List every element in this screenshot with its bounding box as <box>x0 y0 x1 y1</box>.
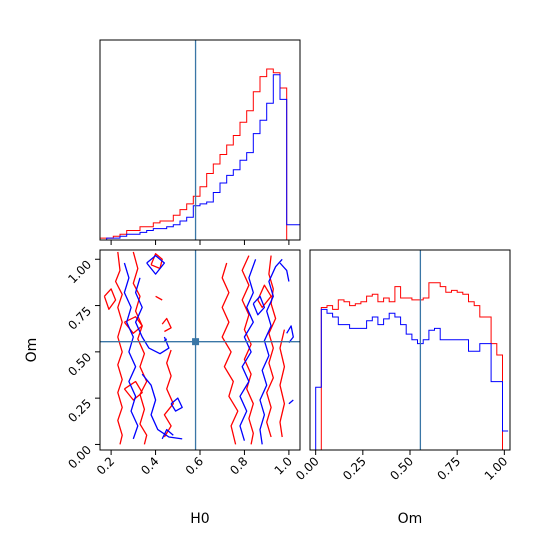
h0-hist-frame <box>99 39 301 241</box>
om-x-tick-label-0: 0.00 <box>293 454 322 483</box>
contour-series-1-path-3 <box>146 254 166 275</box>
contour-series-1-path-5 <box>161 428 174 440</box>
contour-series-0-path-11 <box>266 255 277 438</box>
contour-series-1-path-7 <box>239 259 257 441</box>
h0-x-tick-label-1: 0.4 <box>138 454 161 477</box>
contour-series-0-path-13 <box>257 284 272 309</box>
panel-hist-om: 0.00 0.25 0.50 0.75 1.00 Om <box>293 249 511 527</box>
h0-hist-series-0 <box>99 68 300 241</box>
contour-series-1-path-10 <box>286 325 294 344</box>
contour-series-1-path-8 <box>259 258 283 445</box>
h0-x-tick-label-3: 0.8 <box>227 454 250 477</box>
contour-series-0-path-0 <box>114 251 123 445</box>
contour-series-1-path-0 <box>123 262 139 440</box>
om-x-tick-label-3: 0.75 <box>434 454 463 483</box>
om-hist-series-0 <box>315 282 509 451</box>
contour-series-1-path-9 <box>279 262 290 282</box>
contour-series-1-path-12 <box>252 295 266 316</box>
contour-lines <box>103 251 294 445</box>
contour-series-1-path-2 <box>141 373 183 440</box>
om-y-tick-label-4: 1.00 <box>65 257 94 286</box>
h0-x-tick-label-2: 0.6 <box>183 454 206 477</box>
h0-hist-series-1 <box>100 74 300 241</box>
om-x-axis-label: Om <box>398 511 423 527</box>
om-x-tick-label-4: 1.00 <box>482 454 511 483</box>
om-y-axis-label: Om <box>24 338 40 363</box>
om-y-tick-label-3: 0.75 <box>65 304 94 333</box>
om-x-tick-label-1: 0.25 <box>340 454 369 483</box>
contour-series-0-path-9 <box>221 262 239 445</box>
om-y-tick-label-2: 0.50 <box>65 350 94 379</box>
contour-series-0-path-8 <box>155 295 163 301</box>
panel-hist-h0 <box>99 39 301 245</box>
contour-series-1-path-4 <box>170 397 183 412</box>
contour-series-0-path-10 <box>241 255 254 445</box>
contour-series-1-path-1 <box>134 277 170 355</box>
panel-contour-h0-om: 0.2 0.4 0.6 0.8 1.0 0.00 0.25 0.50 0.75 1.00 H0 Om <box>24 249 301 527</box>
om-y-tick-label-0: 0.00 <box>65 443 94 472</box>
contour-series-1-path-11 <box>288 399 294 405</box>
contour-series-0-path-12 <box>279 329 286 438</box>
contour-series-0-path-7 <box>161 317 172 333</box>
contour-series-0-path-1 <box>132 251 148 445</box>
contour-series-0-path-6 <box>123 380 143 401</box>
om-hist-series-1 <box>315 308 509 450</box>
om-y-tick-label-1: 0.25 <box>65 396 94 425</box>
h0-x-tick-label-4: 1.0 <box>272 454 295 477</box>
contour-series-1-path-6 <box>163 338 168 342</box>
h0-x-axis-label: H0 <box>190 511 209 527</box>
contour-truth-marker <box>192 338 200 346</box>
contour-series-0-path-4 <box>103 288 117 310</box>
om-x-tick-label-2: 0.50 <box>387 454 416 483</box>
contour-series-0-path-2 <box>163 349 174 438</box>
h0-x-tick-label-0: 0.2 <box>94 454 117 477</box>
